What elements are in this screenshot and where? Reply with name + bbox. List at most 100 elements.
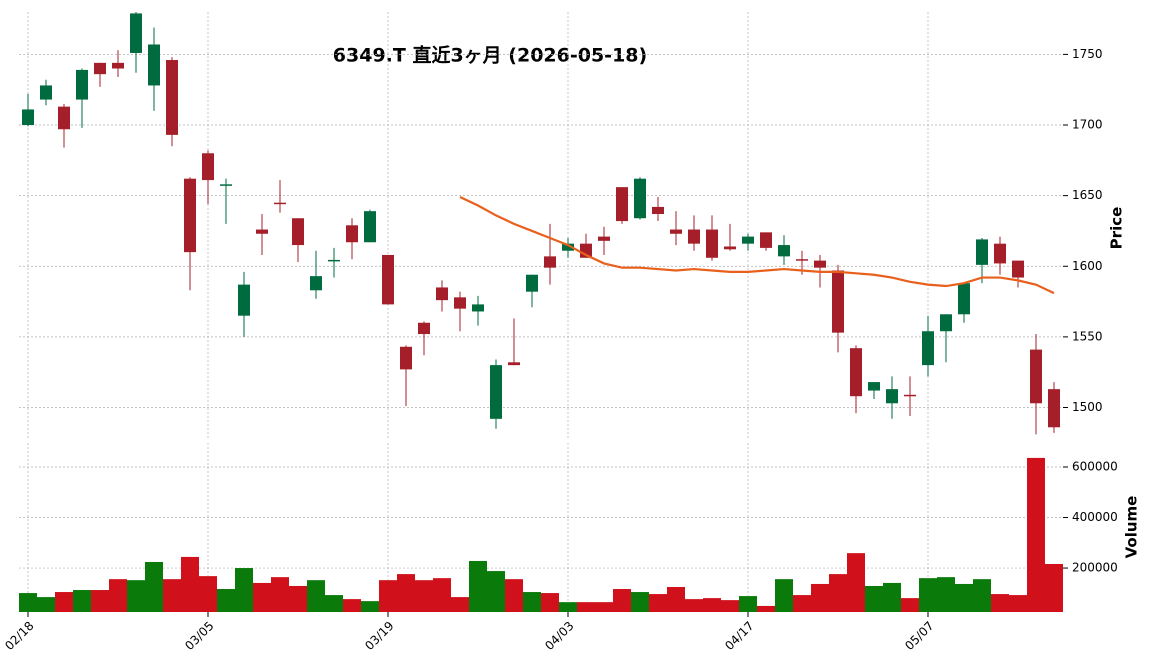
volume-bar bbox=[973, 579, 991, 612]
candle-body bbox=[454, 297, 466, 309]
candle-body bbox=[238, 284, 250, 316]
volume-bar bbox=[865, 585, 883, 612]
candle-body bbox=[868, 382, 880, 391]
volume-bar bbox=[325, 595, 343, 612]
x-tick-label: 05/07 bbox=[902, 619, 936, 653]
candle-body bbox=[40, 85, 52, 100]
volume-bar bbox=[757, 605, 775, 612]
candle-body bbox=[436, 287, 448, 301]
y-tick-label: 1700 bbox=[1072, 118, 1103, 132]
candle-body bbox=[508, 362, 520, 366]
y-tick-label: 1550 bbox=[1072, 329, 1103, 343]
volume-bar bbox=[793, 595, 811, 612]
candle-body bbox=[724, 246, 736, 250]
candle-body bbox=[742, 236, 754, 244]
volume-bar bbox=[217, 589, 235, 612]
candle-body bbox=[940, 314, 952, 332]
volume-bar bbox=[397, 574, 415, 612]
volume-bar bbox=[721, 600, 739, 612]
candle-body bbox=[670, 229, 682, 234]
candle-body bbox=[832, 270, 844, 333]
volume-bar bbox=[631, 592, 649, 612]
volume-bar bbox=[451, 597, 469, 612]
volume-bar bbox=[505, 579, 523, 612]
volume-bar bbox=[595, 602, 613, 612]
volume-bar bbox=[577, 602, 595, 612]
candle-body bbox=[796, 259, 808, 261]
x-tick-label: 03/19 bbox=[362, 619, 396, 653]
candle-body bbox=[994, 243, 1006, 264]
volume-bar bbox=[775, 579, 793, 612]
candle-body bbox=[112, 62, 124, 69]
candle-body bbox=[778, 245, 790, 257]
candle-body bbox=[562, 243, 574, 251]
candle-body bbox=[166, 60, 178, 135]
candle-body bbox=[202, 153, 214, 181]
x-tick-label: 04/03 bbox=[542, 619, 576, 653]
x-tick-label: 04/17 bbox=[722, 619, 756, 653]
volume-bar bbox=[559, 602, 577, 612]
volume-bar bbox=[955, 583, 973, 612]
y-tick-label: 1500 bbox=[1072, 400, 1103, 414]
candle-body bbox=[958, 283, 970, 315]
volume-bar bbox=[343, 599, 361, 612]
candle-body bbox=[850, 348, 862, 397]
candle-body bbox=[706, 229, 718, 258]
candle-body bbox=[310, 276, 322, 291]
candle-body bbox=[76, 69, 88, 100]
y-tick-label: 1650 bbox=[1072, 188, 1103, 202]
volume-bar bbox=[91, 590, 109, 612]
volume-bar bbox=[73, 590, 91, 612]
volume-bar bbox=[19, 593, 37, 612]
candle-body bbox=[886, 389, 898, 404]
candle-body bbox=[526, 274, 538, 292]
volume-bar bbox=[415, 580, 433, 612]
candle-body bbox=[364, 211, 376, 243]
candle-body bbox=[58, 106, 70, 130]
volume-bar bbox=[271, 577, 289, 612]
volume-bar bbox=[1009, 595, 1027, 612]
volume-bar bbox=[523, 592, 541, 612]
volume-bar bbox=[199, 576, 217, 612]
volume-tick-label: 200000 bbox=[1072, 561, 1118, 575]
candle-body bbox=[598, 236, 610, 241]
volume-axis-label: Volume bbox=[1123, 496, 1141, 559]
candle-body bbox=[94, 62, 106, 75]
candle-body bbox=[220, 184, 232, 186]
volume-bar bbox=[919, 578, 937, 612]
volume-bar bbox=[613, 589, 631, 612]
volume-bar bbox=[991, 594, 1009, 612]
y-tick-label: 1750 bbox=[1072, 47, 1103, 61]
volume-bar bbox=[469, 560, 487, 612]
y-axis-label: Price bbox=[1108, 207, 1126, 250]
candle-body bbox=[904, 394, 916, 397]
volume-bar bbox=[307, 580, 325, 612]
candle-body bbox=[814, 260, 826, 268]
volume-bar bbox=[883, 582, 901, 612]
volume-bar bbox=[811, 583, 829, 612]
y-tick-label: 1600 bbox=[1072, 259, 1103, 273]
candle-body bbox=[148, 44, 160, 86]
candle-body bbox=[1048, 389, 1060, 428]
volume-tick-label: 600000 bbox=[1072, 459, 1118, 473]
candle-body bbox=[382, 254, 394, 305]
candle-body bbox=[688, 229, 700, 244]
volume-bar bbox=[667, 586, 685, 612]
candle-body bbox=[256, 229, 268, 234]
volume-bar bbox=[181, 556, 199, 612]
candle-body bbox=[346, 225, 358, 243]
candle-body bbox=[274, 202, 286, 205]
volume-bar bbox=[703, 598, 721, 612]
candle-body bbox=[490, 365, 502, 419]
candle-body bbox=[1030, 349, 1042, 404]
candle-body bbox=[418, 322, 430, 335]
volume-bar bbox=[937, 577, 955, 612]
candle-body bbox=[634, 178, 646, 219]
candle-body bbox=[130, 13, 142, 53]
candle-body bbox=[616, 187, 628, 222]
volume-bar bbox=[235, 568, 253, 612]
volume-bar bbox=[901, 598, 919, 612]
candle-body bbox=[1012, 260, 1024, 278]
candle-body bbox=[184, 178, 196, 253]
